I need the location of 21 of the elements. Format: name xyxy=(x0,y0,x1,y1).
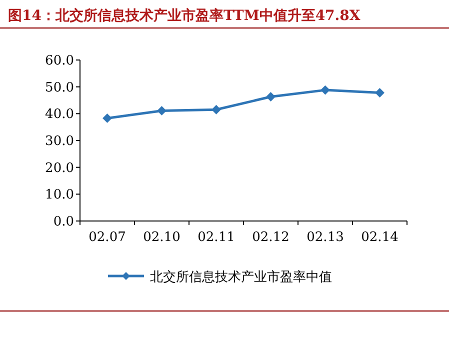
point xyxy=(212,105,221,114)
y-tick-label: 50.0 xyxy=(45,80,74,96)
point xyxy=(375,88,384,98)
y-tick-label: 40.0 xyxy=(45,107,74,122)
x-tick-label: 02.10 xyxy=(143,230,180,245)
y-tick-label: 0.0 xyxy=(53,214,74,230)
point xyxy=(320,86,330,95)
point xyxy=(157,106,166,116)
legend-label: 北交所信息技术产业市盈率中值 xyxy=(150,269,332,285)
chart-title: 图14：北交所信息技术产业市盈率TTM中值升至47.8X xyxy=(8,7,360,24)
x-tick-label: 02.13 xyxy=(306,230,344,245)
point xyxy=(266,92,276,102)
x-tick-label: 02.14 xyxy=(361,230,398,245)
point xyxy=(102,114,112,123)
y-tick-label: 20.0 xyxy=(45,160,74,176)
y-tick-label: 30.0 xyxy=(45,134,74,149)
x-tick-label: 02.07 xyxy=(88,230,126,245)
y-tick-label: 10.0 xyxy=(45,188,74,203)
y-tick-label: 60.0 xyxy=(45,54,74,68)
x-tick-label: 02.12 xyxy=(252,230,290,245)
x-tick-label: 02.11 xyxy=(198,230,235,245)
